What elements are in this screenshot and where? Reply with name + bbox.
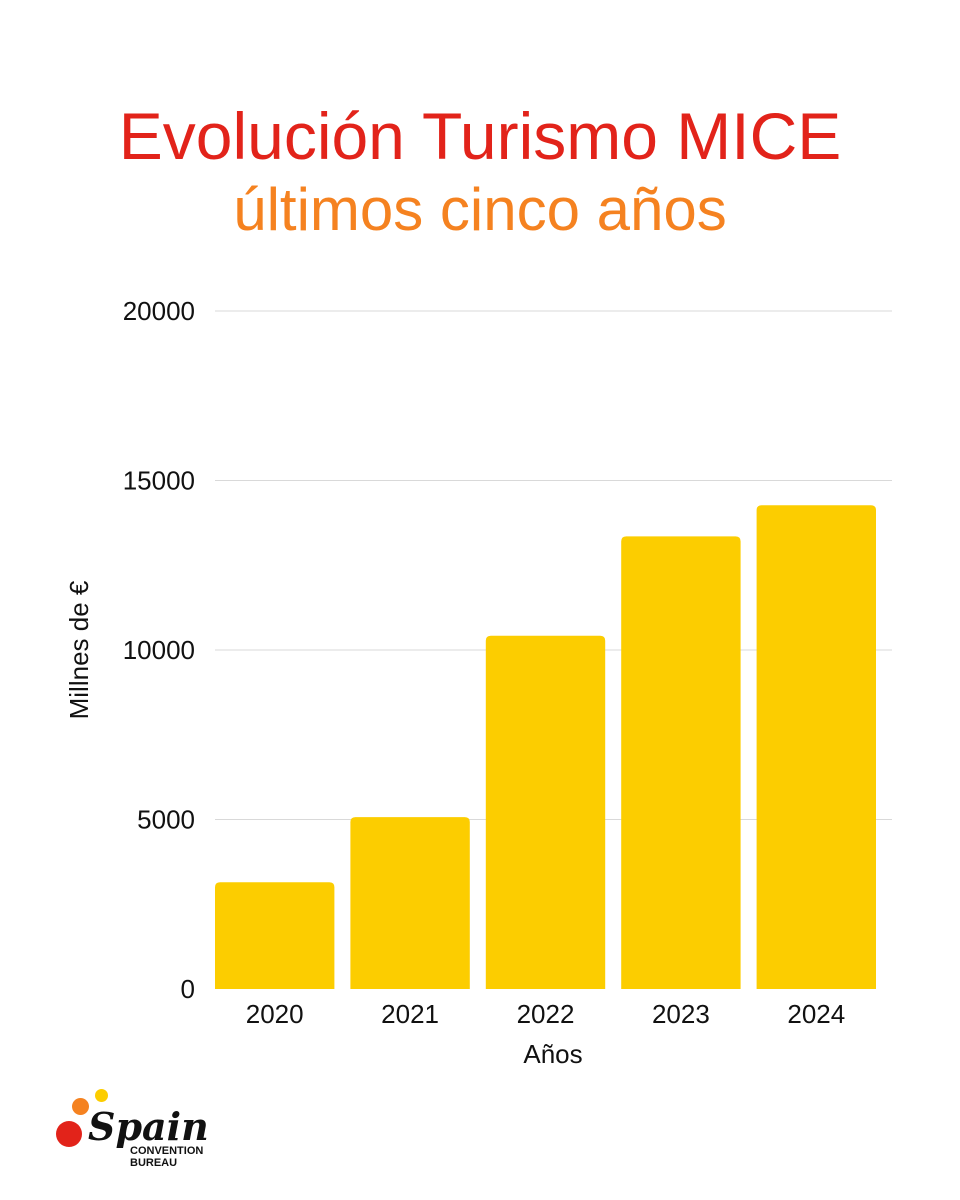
bar-2023 xyxy=(621,536,741,989)
bar-2020 xyxy=(215,882,335,989)
bars xyxy=(215,505,876,989)
y-tick-label: 0 xyxy=(181,974,195,1004)
x-tick-label: 2022 xyxy=(517,999,575,1029)
y-tick-labels: 0 5000 10000 15000 20000 xyxy=(123,296,195,1004)
chart-subtitle: últimos cinco años xyxy=(233,176,727,243)
logo-dot-yellow xyxy=(95,1089,108,1102)
spain-convention-bureau-logo: Spain CONVENTION BUREAU xyxy=(52,1085,212,1175)
y-tick-label: 20000 xyxy=(123,296,195,326)
logo-dot-orange xyxy=(72,1098,89,1115)
x-tick-label: 2020 xyxy=(246,999,304,1029)
logo-line-1: CONVENTION xyxy=(130,1145,204,1157)
bar-2022 xyxy=(485,635,606,989)
y-tick-label: 10000 xyxy=(123,635,195,665)
x-tick-label: 2021 xyxy=(381,999,439,1029)
x-tick-label: 2024 xyxy=(787,999,845,1029)
bar-2024 xyxy=(756,505,876,989)
logo-line-2: BUREAU xyxy=(130,1157,178,1169)
y-tick-label: 5000 xyxy=(137,805,195,835)
y-tick-label: 15000 xyxy=(123,466,195,496)
logo-word: Spain xyxy=(88,1104,209,1149)
logo-dot-red xyxy=(56,1121,82,1147)
x-axis-label: Años xyxy=(523,1039,582,1069)
y-axis-label: Millnes de € xyxy=(64,580,94,719)
chart-title: Evolución Turismo MICE xyxy=(118,99,842,173)
x-tick-labels: 2020 2021 2022 2023 2024 xyxy=(246,999,845,1029)
bar-2021 xyxy=(350,817,470,989)
x-tick-label: 2023 xyxy=(652,999,710,1029)
